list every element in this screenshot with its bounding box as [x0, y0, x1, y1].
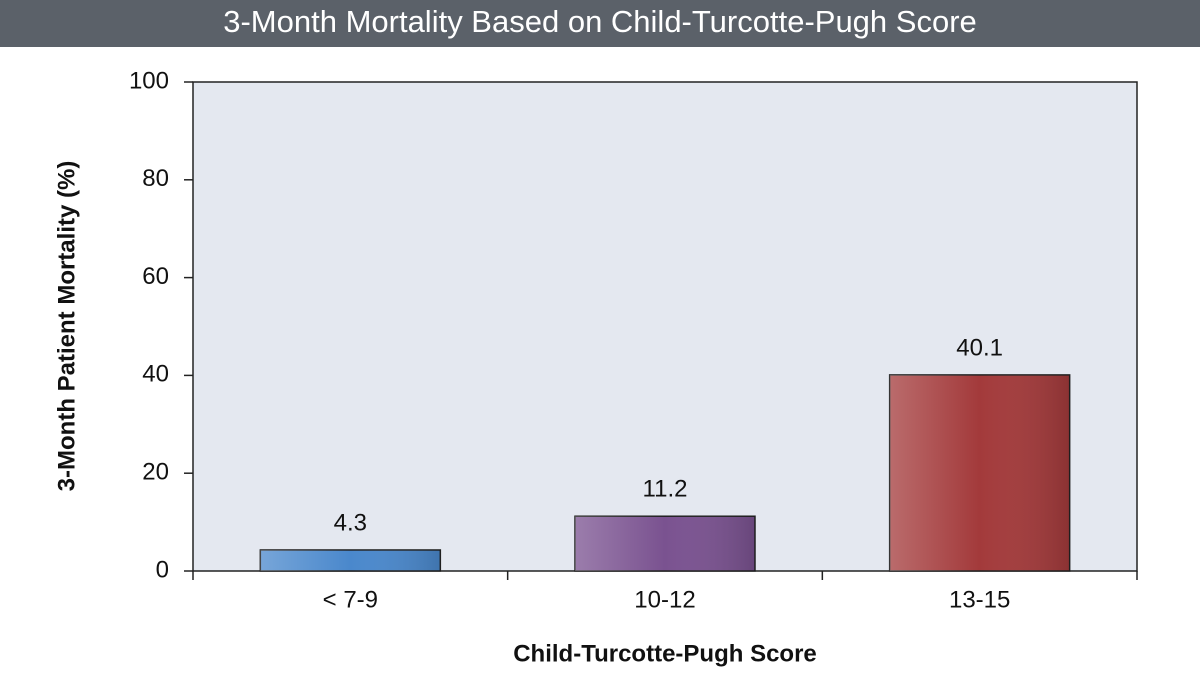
data-label: 11.2: [643, 476, 688, 503]
bar-shine: [260, 549, 441, 571]
data-label: 4.3: [334, 509, 367, 536]
chart-title: 3-Month Mortality Based on Child-Turcott…: [223, 4, 977, 39]
y-tick-label: 60: [142, 263, 169, 290]
x-axis-title: Child-Turcotte-Pugh Score: [513, 640, 817, 667]
x-tick-label: < 7-9: [323, 586, 378, 613]
y-tick-label: 20: [142, 459, 169, 486]
y-tick-label: 40: [142, 361, 169, 388]
y-axis-title: 3-Month Patient Mortality (%): [53, 161, 80, 492]
data-label: 40.1: [956, 334, 1003, 361]
y-tick-label: 0: [156, 556, 169, 583]
x-tick-label: 10-12: [634, 586, 695, 613]
title-bar: [0, 0, 1200, 47]
x-tick-label: 13-15: [949, 586, 1010, 613]
bar-shine: [889, 374, 1070, 571]
bar-shine: [575, 516, 755, 571]
y-tick-label: 80: [142, 165, 169, 192]
y-tick-label: 100: [129, 67, 169, 94]
